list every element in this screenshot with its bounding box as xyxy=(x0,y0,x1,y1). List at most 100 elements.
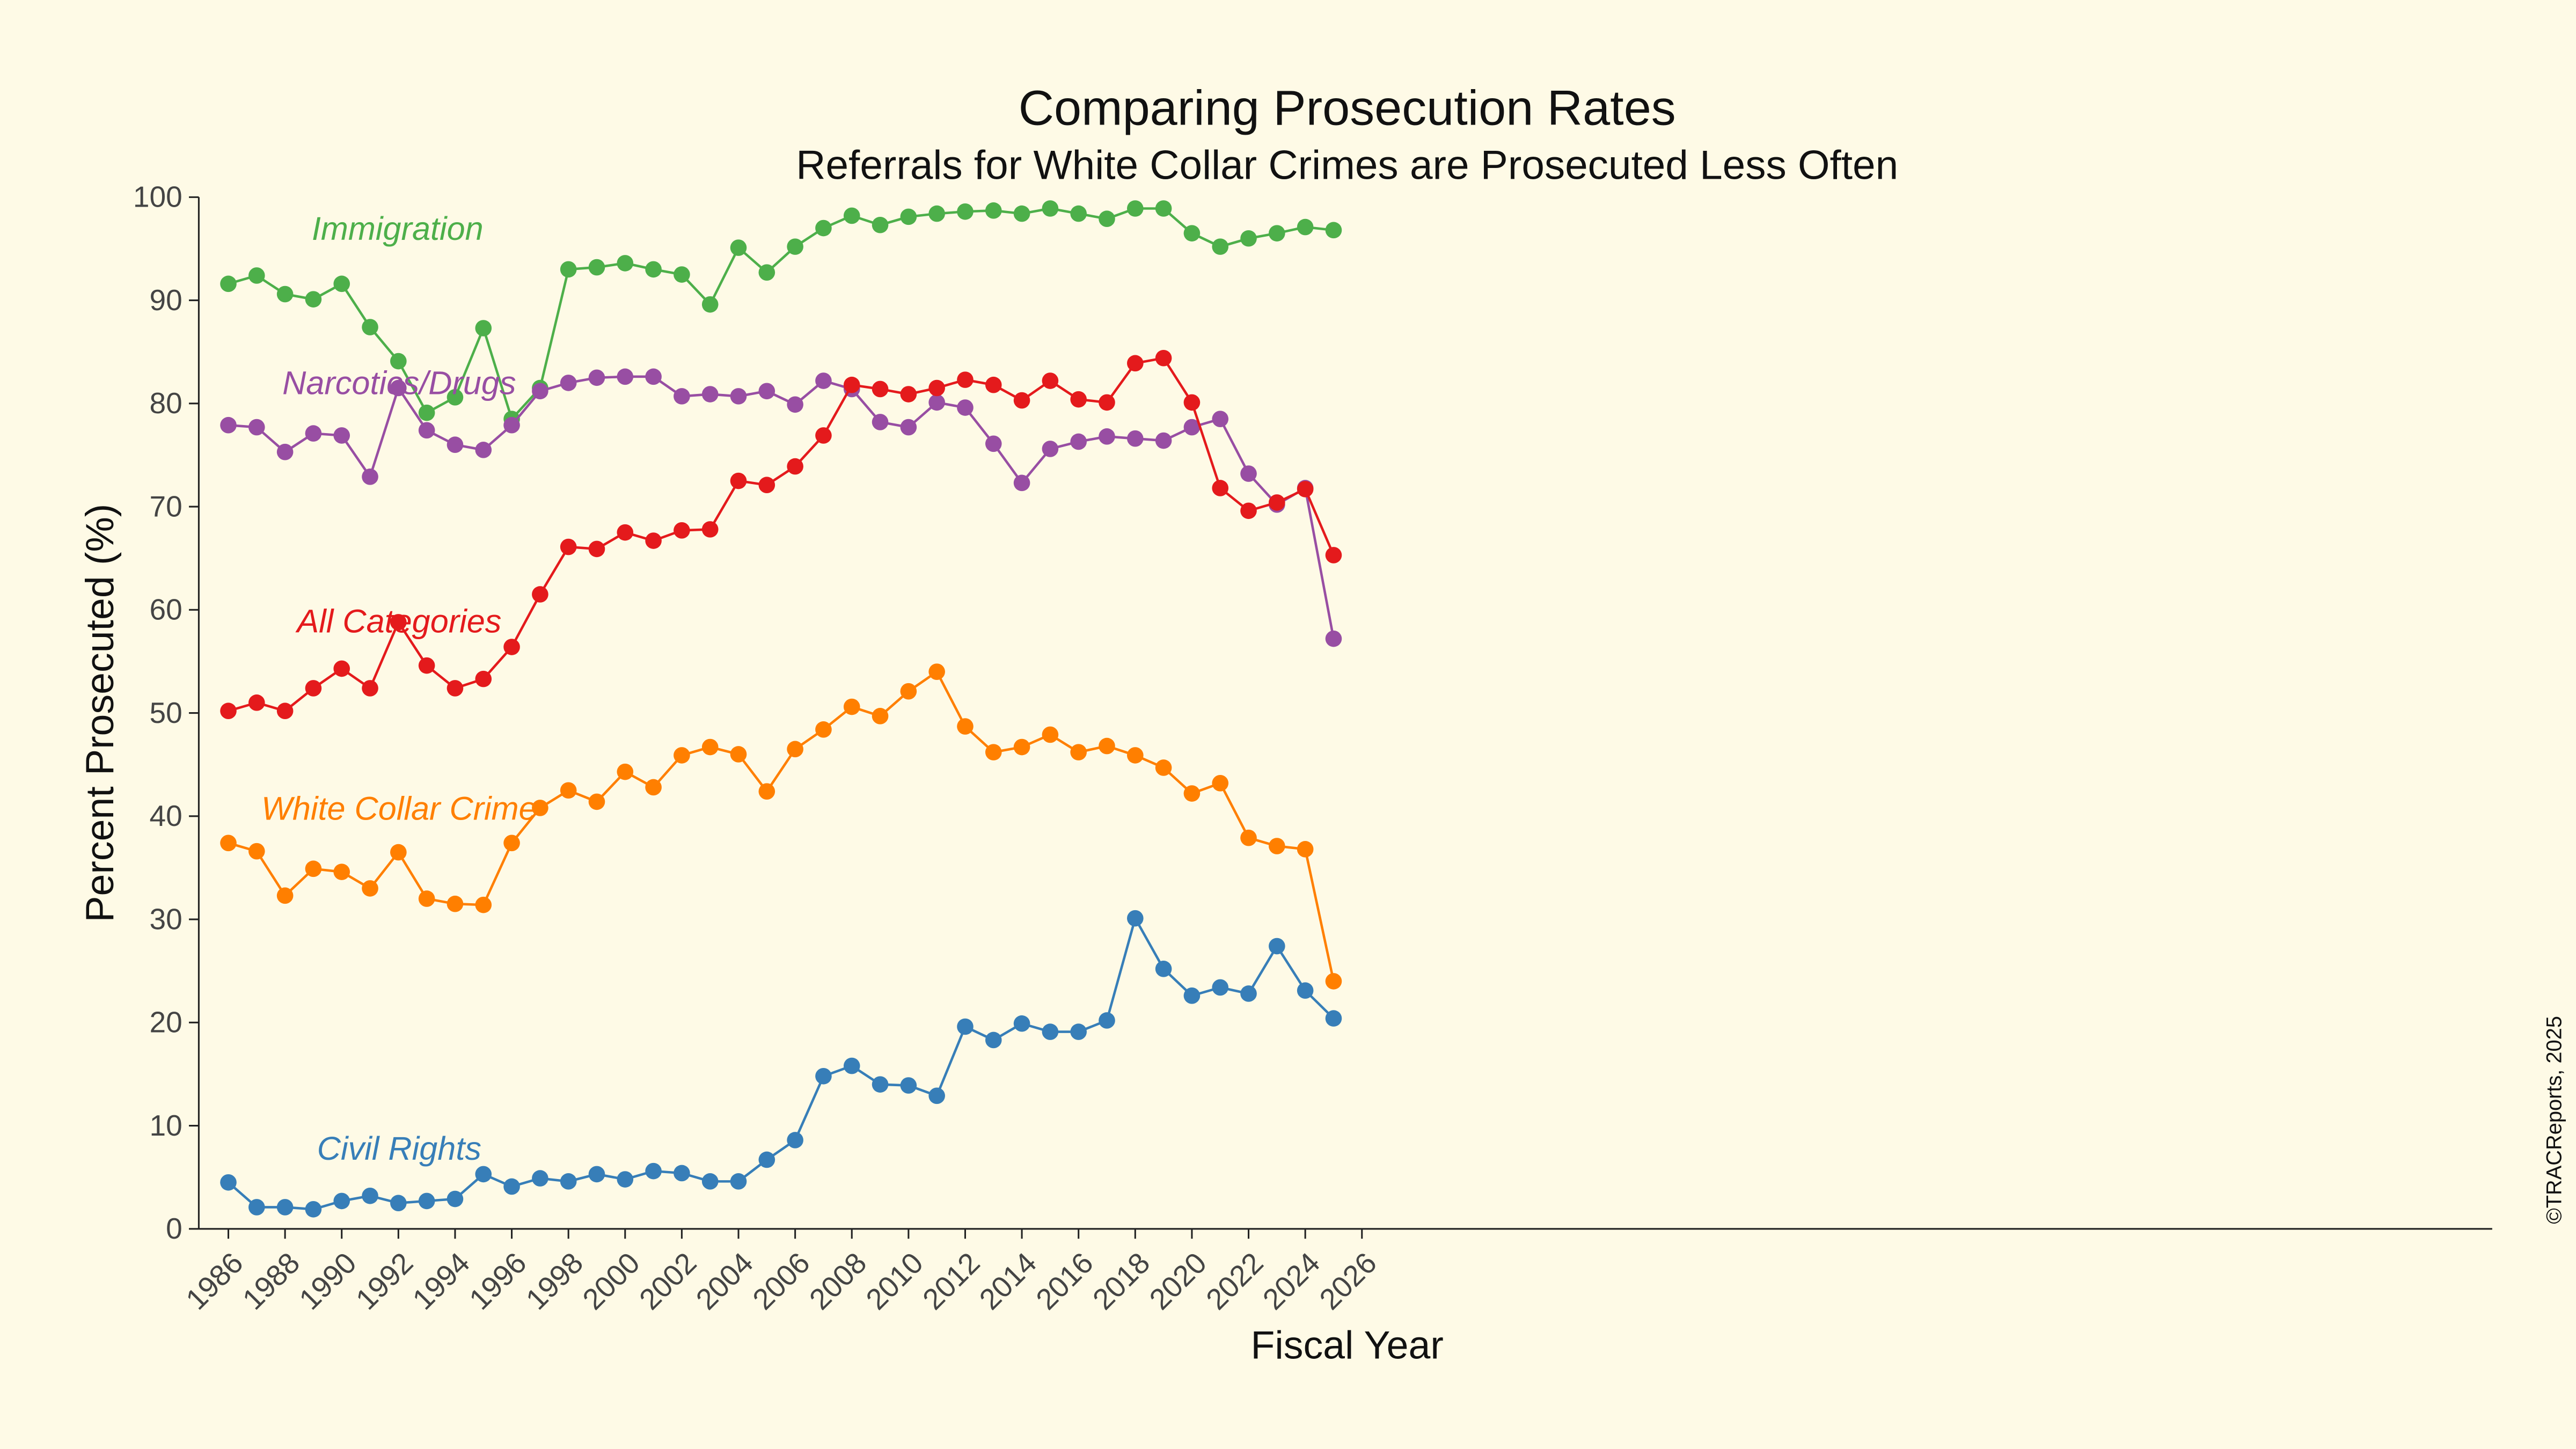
all-categories-line xyxy=(228,356,1335,713)
chart-title: Comparing Prosecution Rates xyxy=(1019,81,1676,136)
narcotics-drugs-point xyxy=(701,386,719,402)
white-collar-crime-point xyxy=(815,721,832,738)
all-categories-point xyxy=(1297,481,1314,497)
immigration-point xyxy=(305,291,322,308)
narcotics-drugs-point xyxy=(730,388,747,405)
civil-rights-point xyxy=(588,1166,605,1183)
chart-subtitle: Referrals for White Collar Crimes are Pr… xyxy=(796,143,1898,188)
narcotics-drugs-point xyxy=(588,369,605,386)
civil-rights-point xyxy=(418,1192,435,1210)
white-collar-crime-point xyxy=(1099,737,1115,755)
all-categories-point xyxy=(1212,480,1229,496)
white-collar-crime-point xyxy=(1183,785,1201,802)
all-categories-point xyxy=(674,522,690,539)
immigration-point xyxy=(957,203,974,220)
white-collar-crime-label: White Collar Crime xyxy=(261,791,537,827)
narcotics-drugs-point xyxy=(475,442,492,458)
immigration-point xyxy=(701,296,719,313)
white-collar-crime-point xyxy=(276,887,294,904)
white-collar-crime-point xyxy=(532,800,548,816)
civil-rights-point xyxy=(758,1151,775,1168)
narcotics-drugs-point xyxy=(503,416,520,434)
immigration-point xyxy=(362,319,378,335)
immigration-point xyxy=(985,202,1002,219)
civil-rights-point xyxy=(674,1165,690,1182)
civil-rights-point xyxy=(957,1018,974,1035)
civil-rights-point xyxy=(503,1178,520,1195)
all-categories-point xyxy=(503,639,520,655)
immigration-line xyxy=(228,207,1334,422)
immigration-point xyxy=(220,275,237,292)
civil-rights-line xyxy=(227,915,1335,1211)
civil-rights-point xyxy=(1099,1012,1115,1029)
white-collar-crime-point xyxy=(674,747,690,764)
all-categories-point xyxy=(1240,502,1257,519)
white-collar-crime-point xyxy=(418,890,435,907)
immigration-point xyxy=(900,208,917,225)
civil-rights-point xyxy=(1183,987,1201,1004)
all-categories-point xyxy=(872,380,889,398)
civil-rights-point xyxy=(276,1199,294,1216)
all-categories-point xyxy=(560,538,577,555)
immigration-point xyxy=(843,207,860,224)
immigration-point xyxy=(1212,238,1229,255)
narcotics-drugs-point xyxy=(872,414,889,430)
immigration-point xyxy=(787,238,803,255)
civil-rights-point xyxy=(701,1173,719,1190)
civil-rights-point xyxy=(305,1201,322,1218)
civil-rights-point xyxy=(1155,961,1172,977)
civil-rights-point xyxy=(1240,985,1257,1002)
white-collar-crime-point xyxy=(985,744,1002,760)
civil-rights-point xyxy=(447,1190,464,1208)
all-categories-point xyxy=(248,694,265,711)
narcotics-drugs-point xyxy=(333,427,350,444)
all-categories-point xyxy=(418,657,435,674)
civil-rights-point xyxy=(1269,938,1285,955)
narcotics-drugs-point xyxy=(1099,428,1115,445)
civil-rights-point xyxy=(1013,1015,1030,1032)
civil-rights-point xyxy=(333,1192,350,1210)
white-collar-crime-point xyxy=(503,835,520,852)
narcotics-drugs-point xyxy=(276,443,294,460)
civil-rights-point xyxy=(1212,979,1229,996)
narcotics-drugs-point xyxy=(532,383,548,400)
narcotics-drugs-point xyxy=(957,399,974,416)
narcotics-drugs-point xyxy=(390,379,407,397)
narcotics-drugs-label: Narcotics/Drugs xyxy=(282,365,516,401)
civil-rights-point xyxy=(900,1077,917,1094)
narcotics-drugs-point xyxy=(1127,430,1144,447)
immigration-point xyxy=(730,239,747,256)
narcotics-drugs-point xyxy=(447,436,464,453)
copyright-credit: ©TRACReports, 2025 xyxy=(2542,1016,2566,1224)
y-tick-label: 70 xyxy=(150,489,182,523)
immigration-point xyxy=(1155,200,1172,217)
white-collar-crime-point xyxy=(475,896,492,913)
white-collar-crime-point xyxy=(220,835,237,852)
narcotics-drugs-point xyxy=(985,435,1002,452)
immigration-point xyxy=(418,404,435,421)
y-tick-label: 60 xyxy=(150,593,182,626)
immigration-point xyxy=(674,266,690,283)
narcotics-drugs-point xyxy=(1042,441,1059,457)
immigration-point xyxy=(276,286,294,303)
civil-rights-point xyxy=(928,1087,945,1104)
all-categories-point xyxy=(1099,394,1115,411)
all-categories-point xyxy=(645,532,662,549)
narcotics-drugs-point xyxy=(928,394,945,411)
narcotics-drugs-point xyxy=(1155,432,1172,449)
civil-rights-point xyxy=(248,1199,265,1216)
immigration-point xyxy=(1269,225,1285,241)
all-categories-point xyxy=(730,472,747,489)
narcotics-drugs-point xyxy=(674,388,690,405)
all-categories-point xyxy=(220,702,237,720)
narcotics-drugs-point xyxy=(560,375,577,391)
civil-rights-point xyxy=(1042,1023,1059,1040)
immigration-point xyxy=(1042,200,1059,217)
civil-rights-point xyxy=(1297,982,1314,999)
all-categories-point xyxy=(1127,355,1144,372)
white-collar-crime-point xyxy=(843,698,860,715)
white-collar-crime-point xyxy=(758,783,775,800)
all-categories-point xyxy=(447,680,464,697)
immigration-point xyxy=(1240,230,1257,247)
